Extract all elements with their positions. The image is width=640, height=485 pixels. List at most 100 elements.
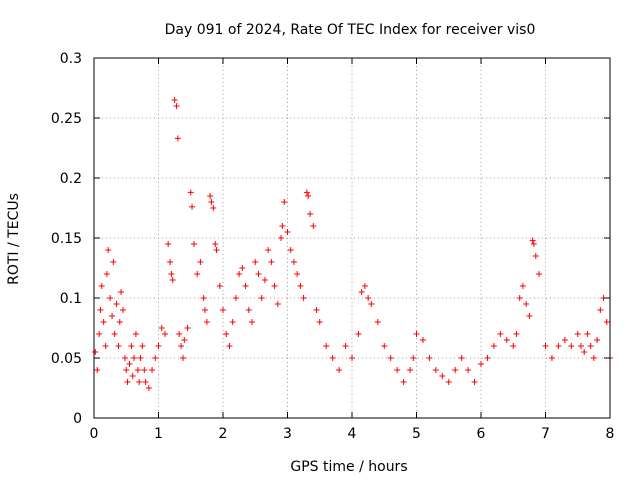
- data-point: [197, 259, 204, 265]
- data-point: [516, 295, 523, 301]
- data-point: [176, 331, 183, 337]
- data-point: [329, 355, 336, 361]
- data-point: [336, 367, 343, 373]
- data-point: [210, 205, 217, 211]
- data-point: [94, 367, 101, 373]
- data-point: [313, 307, 320, 313]
- y-tick-label: 0.1: [60, 291, 82, 307]
- y-tick-label: 0.05: [51, 351, 82, 367]
- data-point: [98, 283, 105, 289]
- data-point: [220, 307, 226, 313]
- data-point: [265, 247, 272, 253]
- grid: [94, 58, 610, 418]
- data-point: [174, 135, 181, 142]
- data-point: [465, 367, 472, 373]
- data-point: [484, 355, 491, 361]
- x-tick-label: 2: [219, 426, 228, 442]
- data-point: [255, 271, 262, 277]
- data-point: [120, 307, 127, 313]
- data-point: [142, 379, 149, 385]
- data-point: [310, 223, 317, 229]
- data-point: [355, 331, 362, 337]
- chart-title: Day 091 of 2024, Rate Of TEC Index for r…: [165, 22, 536, 38]
- data-point: [201, 307, 208, 313]
- data-point: [113, 301, 120, 307]
- data-point: [458, 355, 465, 361]
- data-point: [173, 103, 180, 109]
- data-point: [432, 367, 439, 373]
- data-point: [574, 331, 581, 337]
- data-point: [342, 343, 349, 349]
- data-point: [124, 379, 131, 385]
- data-point: [167, 259, 174, 265]
- data-point: [152, 355, 159, 361]
- data-point: [368, 301, 375, 307]
- x-tick-label: 4: [348, 426, 357, 442]
- data-point: [271, 283, 278, 289]
- data-point: [577, 343, 584, 349]
- data-point: [145, 385, 152, 391]
- data-point: [136, 379, 143, 385]
- data-point: [274, 301, 281, 307]
- data-point: [107, 295, 114, 301]
- data-point: [279, 223, 286, 229]
- data-point: [268, 259, 275, 265]
- data-point: [194, 271, 201, 277]
- data-point: [445, 379, 452, 385]
- data-point: [96, 331, 103, 337]
- data-point: [169, 277, 176, 283]
- data-point: [208, 199, 215, 205]
- data-point: [419, 337, 426, 343]
- data-point: [134, 367, 141, 373]
- data-point: [278, 235, 285, 241]
- data-point: [109, 313, 116, 319]
- data-point: [130, 355, 137, 361]
- data-point: [258, 295, 265, 301]
- data-point: [603, 319, 610, 325]
- data-point: [532, 253, 539, 259]
- data-point: [519, 283, 526, 289]
- data-point: [155, 343, 162, 349]
- data-point: [294, 271, 301, 277]
- data-point: [165, 241, 172, 247]
- data-point: [407, 367, 414, 373]
- data-point: [129, 373, 136, 379]
- data-point: [103, 271, 110, 277]
- data-point: [548, 355, 555, 361]
- data-point: [542, 343, 549, 349]
- data-point: [287, 247, 294, 253]
- data-point: [180, 355, 187, 361]
- x-tick-label: 0: [90, 426, 99, 442]
- data-point: [555, 343, 562, 349]
- data-point: [100, 319, 107, 325]
- data-point: [168, 271, 175, 277]
- data-point: [478, 361, 484, 367]
- data-point: [584, 331, 591, 337]
- y-tick-label: 0: [73, 411, 82, 427]
- data-point: [123, 367, 130, 373]
- data-point: [529, 237, 536, 244]
- data-point: [261, 277, 268, 283]
- data-point: [200, 295, 207, 301]
- data-point: [110, 259, 117, 265]
- data-point: [203, 319, 210, 325]
- data-point: [349, 355, 355, 361]
- data-point: [242, 283, 249, 289]
- data-point: [426, 355, 433, 361]
- data-point: [92, 349, 99, 355]
- data-point: [102, 343, 109, 349]
- y-tick-label: 0.3: [60, 51, 82, 67]
- y-tick-label: 0.2: [60, 171, 82, 187]
- data-point: [381, 343, 388, 349]
- data-point: [232, 295, 239, 301]
- data-point: [239, 265, 246, 271]
- data-point: [400, 379, 407, 385]
- y-tick-label: 0.15: [51, 231, 82, 247]
- data-point: [490, 343, 497, 349]
- data-point: [161, 331, 168, 337]
- data-point: [594, 337, 601, 343]
- x-tick-label: 1: [154, 426, 163, 442]
- data-point: [181, 337, 188, 343]
- data-point: [187, 189, 194, 196]
- data-point: [523, 301, 530, 307]
